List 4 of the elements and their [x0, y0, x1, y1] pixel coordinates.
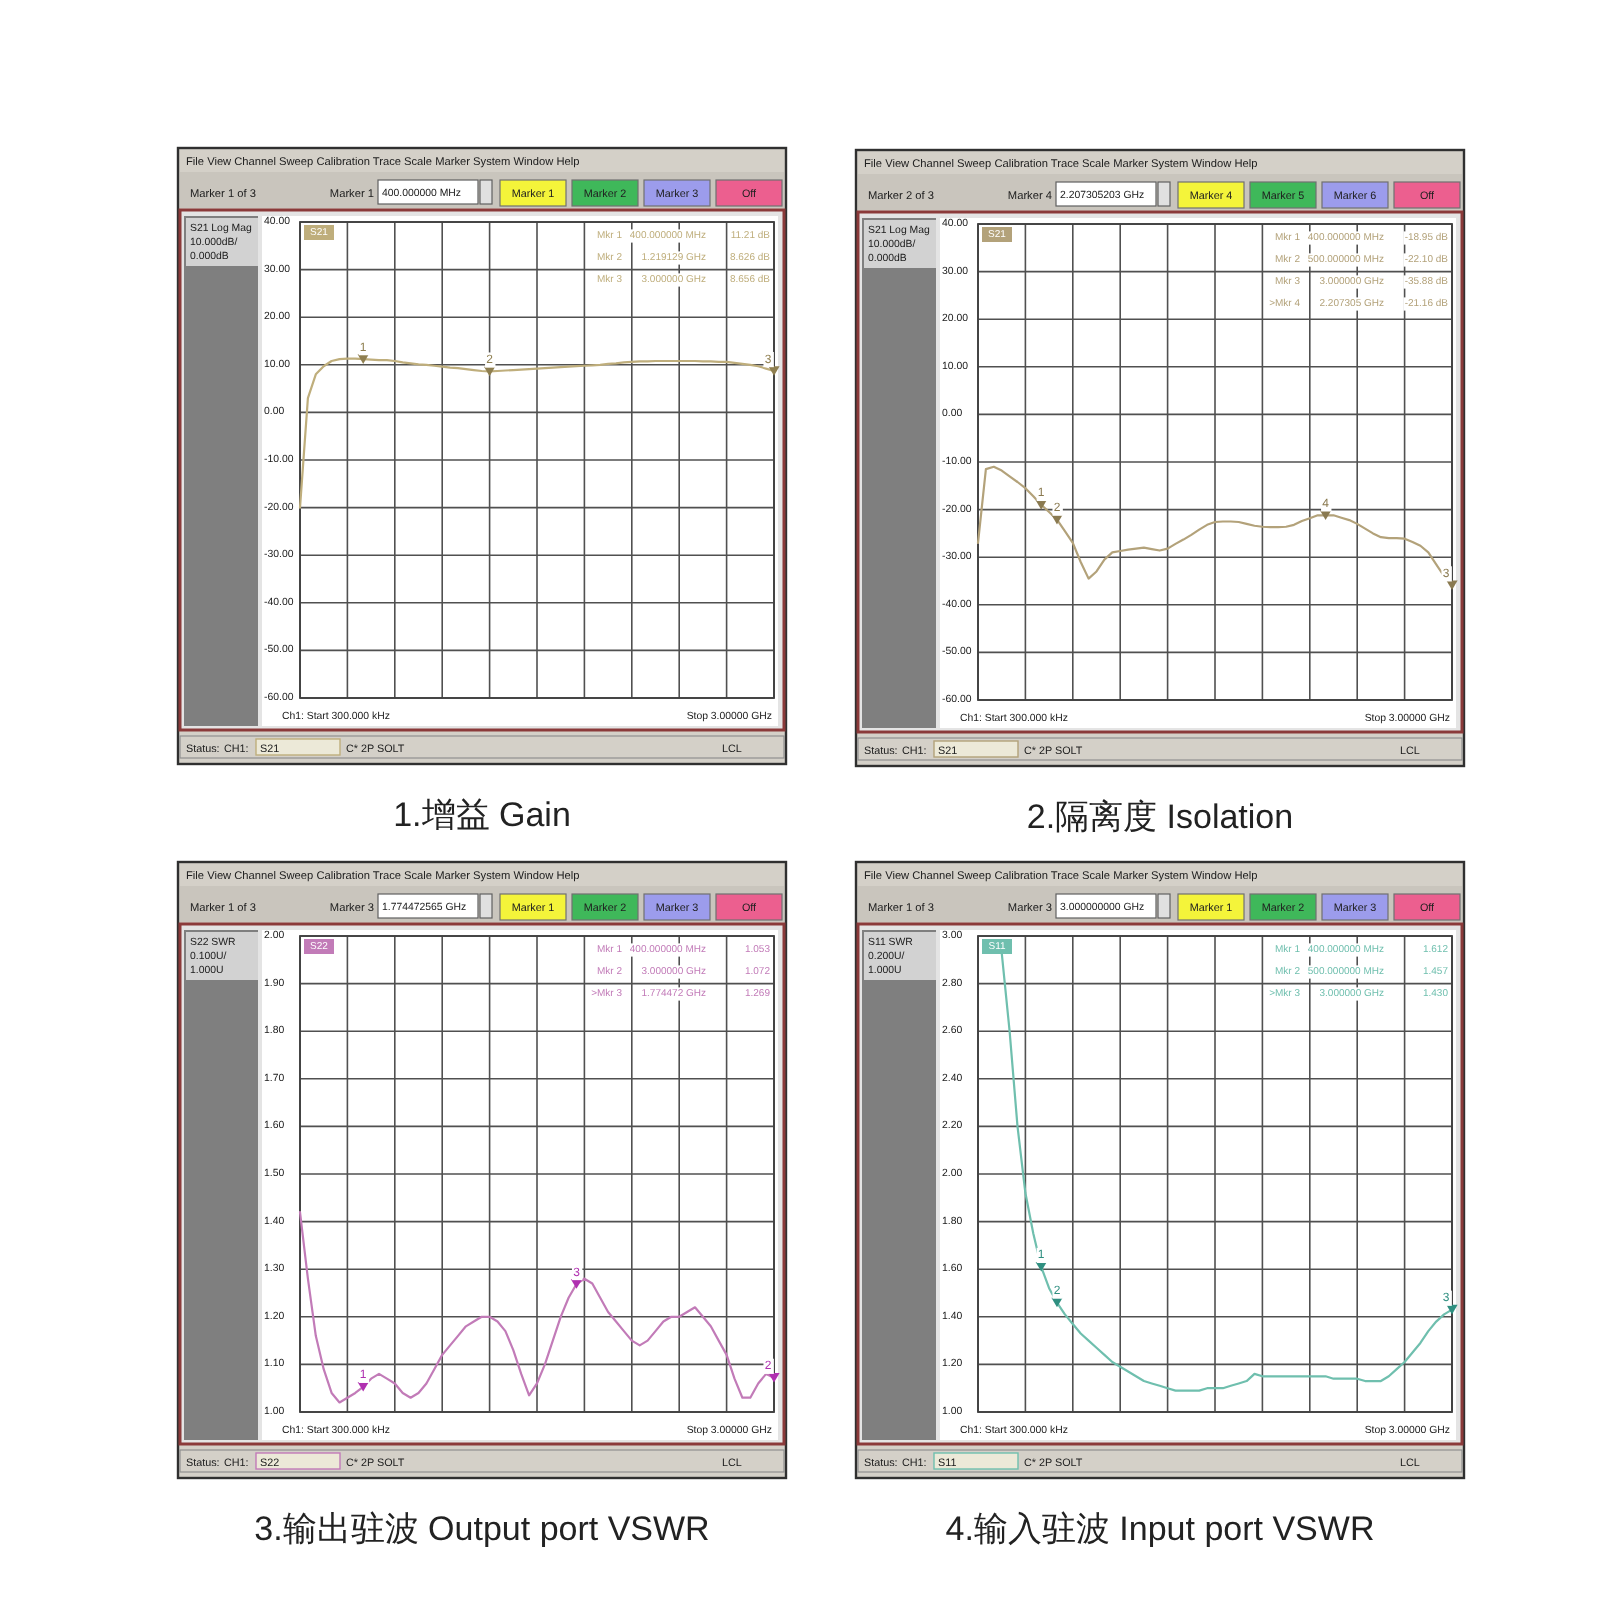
text: 1.增益 Gain: [393, 796, 571, 834]
text: 4.输入驻波 Input port VSWR: [945, 1510, 1375, 1548]
text: 3.输出驻波 Output port VSWR: [254, 1510, 710, 1548]
text: 2.隔离度 Isolation: [1026, 798, 1294, 836]
